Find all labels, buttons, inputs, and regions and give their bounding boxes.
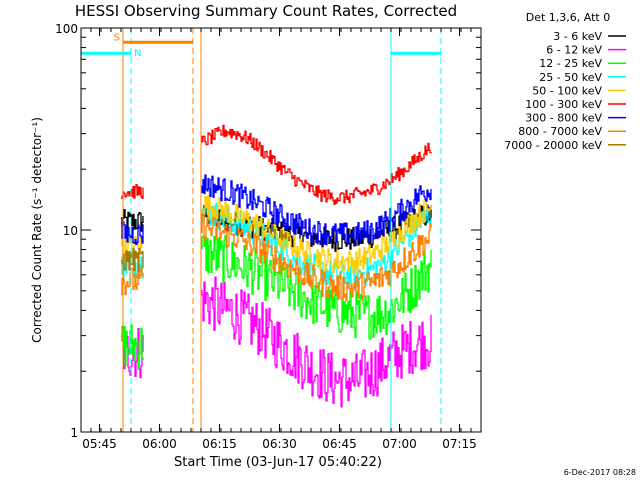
legend-label: 800 - 7000 keV xyxy=(518,125,602,138)
x-tick-label: 07:00 xyxy=(382,437,417,451)
legend-label: 25 - 50 keV xyxy=(539,71,602,84)
x-tick-label: 06:15 xyxy=(202,437,237,451)
x-tick-label: 05:45 xyxy=(82,437,117,451)
legend-label: 100 - 300 keV xyxy=(525,98,602,111)
series-line xyxy=(201,201,432,289)
series-7000-20000kev xyxy=(121,247,144,273)
series-line xyxy=(121,324,144,369)
x-tick-label: 07:15 xyxy=(442,437,477,451)
saa-label: S xyxy=(114,32,120,43)
series-line xyxy=(121,184,144,200)
series-800-7000kev xyxy=(121,213,432,302)
legend-label: 3 - 6 keV xyxy=(553,30,602,43)
x-axis: 05:45 06:00 06:15 06:30 06:45 07:00 07:15 xyxy=(82,28,477,451)
series-line xyxy=(201,213,432,302)
footer-timestamp: 6-Dec-2017 08:28 xyxy=(564,468,636,477)
x-tick-label: 06:30 xyxy=(262,437,297,451)
series-line xyxy=(201,124,432,205)
series-12-25kev xyxy=(121,234,432,369)
series-line xyxy=(121,208,144,232)
series-100-300kev xyxy=(121,124,432,205)
legend-title: Det 1,3,6, Att 0 xyxy=(526,11,610,24)
series-line xyxy=(201,276,432,408)
series-25-50kev xyxy=(121,201,432,289)
series-line xyxy=(201,174,432,246)
legend-label: 12 - 25 keV xyxy=(539,57,602,70)
y-tick-label: 100 xyxy=(55,22,78,36)
y-tick-label: 10 xyxy=(63,224,78,238)
plot-area: SN xyxy=(81,28,442,432)
series-line xyxy=(121,252,144,279)
legend-label: 50 - 100 keV xyxy=(532,84,602,97)
y-axis: 1 10 100 xyxy=(55,22,481,440)
series-line xyxy=(201,234,432,340)
series-line xyxy=(121,266,144,296)
x-tick-label: 06:45 xyxy=(322,437,357,451)
series-line xyxy=(121,221,144,245)
series-line xyxy=(121,247,144,273)
series-300-800kev xyxy=(121,174,432,246)
legend-label: 7000 - 20000 keV xyxy=(504,139,602,152)
legend-label: 300 - 800 keV xyxy=(525,112,602,125)
series-line xyxy=(121,235,144,260)
y-axis-label: Corrected Count Rate (s⁻¹ detector⁻¹) xyxy=(30,117,44,343)
x-axis-label: Start Time (03-Jun-17 05:40:22) xyxy=(174,455,382,470)
legend-label: 6 - 12 keV xyxy=(546,44,602,57)
observing-markers: SN xyxy=(81,28,442,432)
night-label: N xyxy=(134,48,141,59)
chart-title: HESSI Observing Summary Count Rates, Cor… xyxy=(75,2,457,20)
y-tick-label: 1 xyxy=(70,426,78,440)
x-tick-label: 06:00 xyxy=(142,437,177,451)
